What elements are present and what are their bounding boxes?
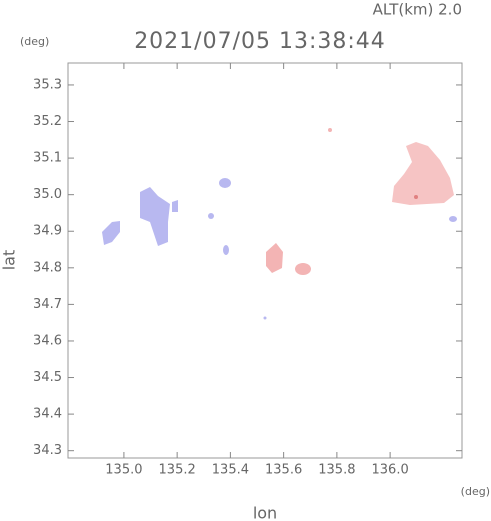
chart-title: 2021/07/05 13:38:44	[134, 29, 386, 54]
echo-blob	[208, 213, 214, 219]
x-tick-label: 135.8	[318, 463, 355, 478]
y-tick-label: 34.8	[33, 260, 62, 275]
x-axis-label: lon	[253, 504, 277, 521]
echo-blob	[102, 221, 120, 245]
echo-blob	[219, 178, 231, 188]
echo-blob	[140, 187, 170, 246]
y-tick-label: 35.2	[33, 114, 62, 129]
y-unit: (deg)	[20, 35, 49, 48]
x-tick-label: 135.2	[159, 463, 196, 478]
y-axis-label: lat	[0, 250, 19, 271]
echo-blob	[449, 216, 457, 222]
y-tick-label: 35.0	[33, 187, 62, 202]
y-tick-label: 34.3	[33, 443, 62, 458]
y-tick-label: 34.4	[33, 407, 62, 422]
x-tick-label: 136.0	[372, 463, 409, 478]
altitude-label: ALT(km) 2.0	[373, 1, 462, 19]
y-tick-label: 34.5	[33, 370, 62, 385]
y-tick-label: 35.1	[33, 151, 62, 166]
echo-blob	[263, 316, 267, 320]
x-tick-label: 135.4	[212, 463, 249, 478]
x-tick-label: 135.6	[265, 463, 302, 478]
echo-blob	[328, 128, 332, 132]
echo-core	[414, 195, 418, 199]
y-tick-label: 34.6	[33, 333, 62, 348]
y-tick-label: 34.9	[33, 224, 62, 239]
echo-blob	[223, 245, 229, 255]
y-tick-label: 35.3	[33, 77, 62, 92]
echo-blob	[392, 142, 454, 205]
echo-blob	[172, 200, 178, 212]
plot-frame	[67, 62, 463, 459]
x-tick-label: 135.0	[105, 463, 142, 478]
x-unit: (deg)	[461, 485, 490, 498]
y-tick-label: 34.7	[33, 297, 62, 312]
echo-regions	[102, 128, 457, 320]
echo-blob	[266, 243, 283, 273]
echo-blob	[295, 263, 311, 275]
